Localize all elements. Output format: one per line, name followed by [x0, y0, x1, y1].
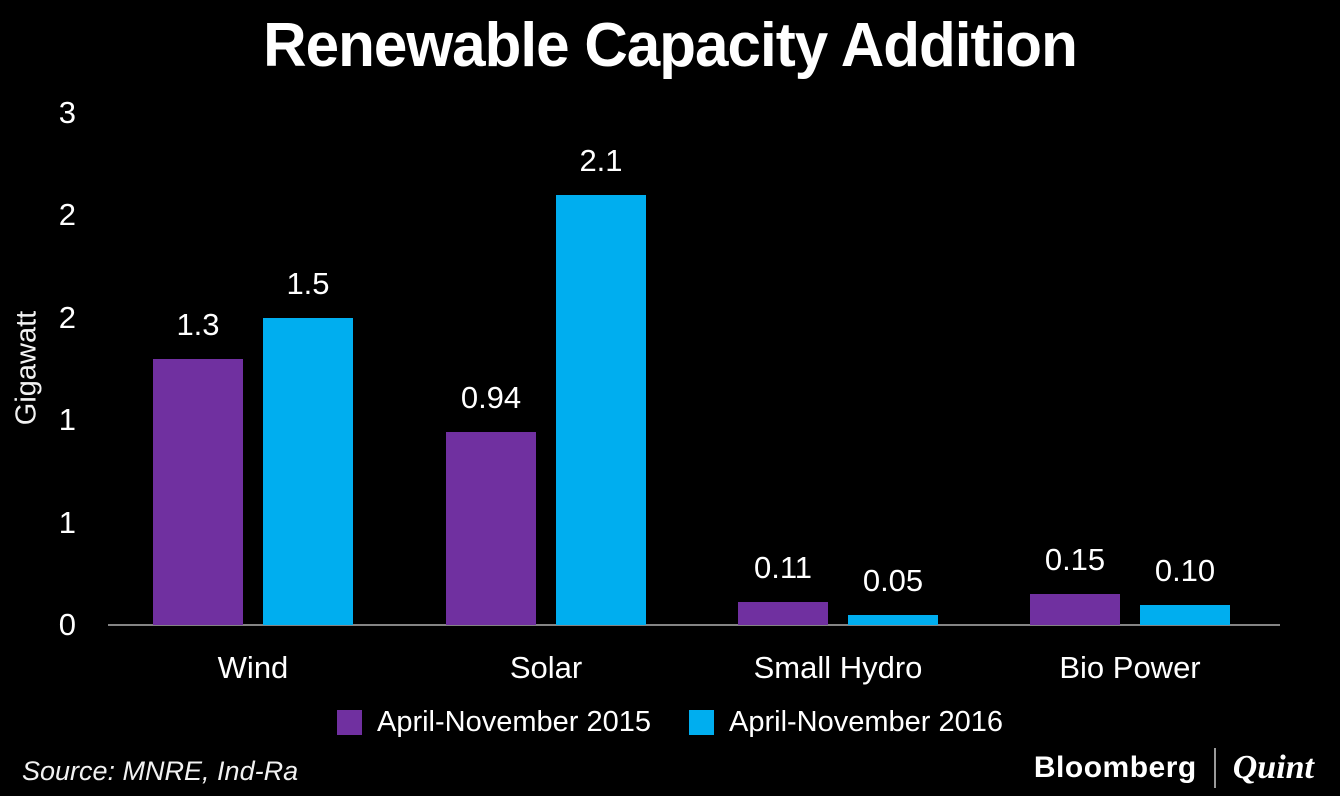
y-tick-label: 3: [58, 94, 76, 130]
y-tick-label: 0: [58, 607, 76, 642]
category-label-wind: Wind: [217, 650, 289, 685]
bloomberg-logo: Bloomberg: [1033, 751, 1197, 784]
y-tick-label: 1: [58, 504, 76, 540]
bar-solar-april-november-2016: [556, 194, 646, 625]
bar-value-label: 1.5: [286, 265, 330, 301]
bar-value-label: 0.15: [1044, 542, 1106, 578]
quint-logo: Quint: [1232, 749, 1314, 786]
bar-value-label: 1.3: [176, 306, 220, 342]
bar-small-hydro-april-november-2016: [848, 614, 938, 625]
bar-value-label: 0.94: [460, 380, 522, 416]
bar-bio-power-april-november-2015: [1030, 594, 1120, 625]
category-label-small-hydro: Small Hydro: [753, 650, 923, 685]
legend-swatch: [336, 710, 362, 735]
legend: April-November 2015 April-November 2016: [0, 706, 1340, 739]
bar-bio-power-april-november-2016: [1140, 604, 1230, 625]
brand-divider: [1213, 748, 1216, 788]
y-tick-label: 2: [58, 197, 76, 232]
category-label-bio-power: Bio Power: [1059, 650, 1201, 685]
legend-item-april-november-2015: April-November 2015: [336, 706, 651, 739]
legend-label: April-November 2015: [376, 706, 651, 738]
x-axis-line: [108, 624, 1280, 626]
bar-small-hydro-april-november-2015: [738, 602, 828, 625]
legend-label: April-November 2016: [729, 706, 1004, 738]
y-tick-label: 1: [58, 402, 76, 437]
legend-swatch: [689, 710, 714, 735]
bar-value-label: 2.1: [579, 142, 623, 178]
legend-item-april-november-2016: April-November 2016: [689, 706, 1003, 739]
chart-title: Renewable Capacity Addition: [263, 11, 1078, 80]
source-note: Source: MNRE, Ind-Ra: [22, 756, 299, 786]
bar-value-label: 0.10: [1154, 552, 1216, 588]
bottom-strip: [0, 796, 1340, 800]
bar-solar-april-november-2015: [446, 432, 536, 625]
y-tick-label: 2: [58, 299, 76, 335]
bar-value-label: 0.05: [862, 562, 924, 598]
category-label-solar: Solar: [509, 650, 583, 685]
bar-value-label: 0.11: [753, 550, 813, 586]
bar-wind-april-november-2015: [153, 358, 243, 625]
bar-wind-april-november-2016: [263, 317, 353, 625]
branding: Bloomberg Quint: [1034, 748, 1314, 788]
